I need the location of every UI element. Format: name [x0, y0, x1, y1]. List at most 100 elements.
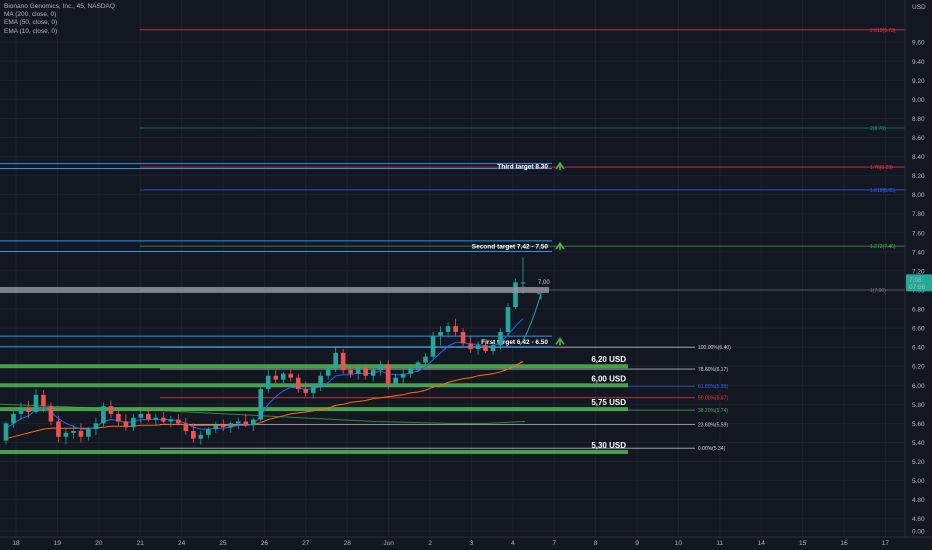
symbol-title[interactable]: Bionano Genomics, Inc., 45, NASDAQ — [4, 3, 115, 10]
candle-body — [505, 307, 511, 332]
y-tick-label: 8.40 — [912, 154, 925, 161]
arrow-head-icon — [537, 293, 542, 300]
support-level-label: 5,75 USD — [591, 398, 626, 407]
y-tick-label: 7.80 — [912, 211, 925, 218]
x-tick-label: 24 — [178, 540, 186, 547]
candle-body — [26, 408, 31, 412]
fib-label: 2(8.70) — [870, 126, 886, 132]
y-tick-label: 0.00 — [912, 529, 925, 536]
candle-body — [235, 421, 241, 424]
x-tick-label: 20 — [95, 540, 103, 547]
fib-label: 100.00%(6.40) — [698, 345, 731, 351]
up-arrow-icon — [555, 161, 565, 171]
x-tick-label: 11 — [716, 540, 723, 547]
candle-body — [101, 406, 106, 424]
candle-body — [280, 373, 286, 380]
candle-body — [408, 368, 413, 374]
candle-body — [161, 417, 166, 422]
candle-body — [250, 419, 256, 426]
candle-body — [318, 375, 323, 388]
candle-body — [310, 387, 316, 393]
candle-body — [520, 282, 526, 284]
ema50-legend[interactable]: EMA (50, close, 0) — [4, 19, 58, 27]
candle-body — [168, 419, 174, 422]
candle-body — [116, 413, 121, 422]
x-tick-label: 3 — [470, 540, 474, 547]
time-axis: 18 19 20 21 24 25 26 27 28 Jun 2 3 4 7 8 9 10 11 14 15 16 17 — [0, 536, 932, 547]
y-tick-label: 8.00 — [912, 192, 925, 199]
candle-body — [265, 375, 271, 390]
price-badge[interactable] — [906, 274, 932, 292]
y-tick-label: 5.20 — [912, 459, 925, 466]
candle-body — [423, 356, 428, 363]
support-level-label: 6,00 USD — [591, 374, 626, 383]
candle-body — [183, 423, 189, 432]
x-tick-label: 2 — [428, 540, 432, 547]
fib-label: 1.272(7.46) — [870, 244, 896, 250]
support-level — [0, 407, 628, 412]
candle-body — [86, 429, 91, 437]
y-tick-label: 5.40 — [912, 440, 925, 447]
candle-body — [385, 364, 391, 384]
candle-body — [295, 377, 301, 390]
target-label: Third target 8.30 — [497, 164, 548, 171]
candle-body — [490, 345, 496, 351]
fib-label: 2.618(9.73) — [870, 28, 896, 34]
x-tick-label: 17 — [882, 540, 890, 547]
ema10-legend[interactable]: EMA (10, close, 0) — [4, 27, 58, 35]
x-tick-label: 18 — [12, 540, 20, 547]
candle-body — [325, 368, 331, 376]
candle-body — [340, 352, 346, 371]
y-tick-label: 4.60 — [912, 516, 925, 523]
fib-label: 38.20%(5.74) — [698, 408, 728, 414]
candle-body — [258, 389, 264, 420]
y-tick-label: 7.60 — [912, 230, 925, 237]
candle-body — [206, 429, 211, 435]
target-label: Second target 7.42 - 7.50 — [472, 244, 549, 251]
x-tick-label: 7 — [552, 540, 556, 547]
candle-body — [56, 421, 61, 437]
candle-body — [123, 421, 129, 428]
resistance-zone — [0, 286, 549, 293]
candle-body — [288, 373, 294, 378]
x-tick-label: 8 — [594, 540, 598, 547]
target-label: First target 6.42 - 6.50 — [481, 339, 548, 346]
y-tick-label: 5.60 — [912, 421, 925, 428]
candle-body — [33, 394, 39, 412]
grid — [0, 0, 905, 537]
fib-label: 50.00%(5.87) — [698, 396, 728, 402]
candle-body — [41, 394, 46, 407]
y-tick-label: 6.20 — [912, 364, 925, 371]
candle-body — [348, 370, 353, 374]
candle-body — [243, 421, 249, 426]
candle-body — [176, 419, 181, 424]
fib-label: 1.76(8.29) — [870, 165, 893, 171]
y-tick-label: 4.80 — [912, 497, 925, 504]
candle-body — [71, 431, 76, 433]
candle-body — [363, 368, 368, 376]
fib-label: 61.80%(5.99) — [698, 384, 728, 390]
moving-averages — [0, 318, 526, 440]
candle-body — [213, 425, 219, 430]
candle-body — [138, 413, 144, 418]
candle-body — [273, 375, 279, 380]
x-tick-label: 25 — [219, 540, 227, 547]
y-tick-label: 6.00 — [912, 383, 925, 390]
y-tick-label: 7.20 — [912, 268, 925, 275]
candle-body — [220, 425, 226, 428]
ma200-legend[interactable]: MA (200, close, 0) — [4, 11, 57, 19]
candle-body — [11, 413, 16, 424]
fib-label: 78.60%(6.17) — [698, 367, 728, 373]
candle-body — [498, 331, 503, 346]
candle-body — [400, 373, 406, 378]
fib-label: 0.00%(5.34) — [698, 446, 726, 452]
candle-body — [513, 282, 518, 308]
support-level-label: 6,20 USD — [591, 355, 626, 364]
up-arrow-icon — [555, 241, 565, 251]
fib-label: 23.60%(5.59) — [698, 422, 728, 428]
x-tick-label: 21 — [137, 540, 145, 547]
candle-body — [131, 417, 136, 428]
candle-body — [483, 345, 488, 351]
support-level-label: 5,30 USD — [591, 441, 626, 450]
